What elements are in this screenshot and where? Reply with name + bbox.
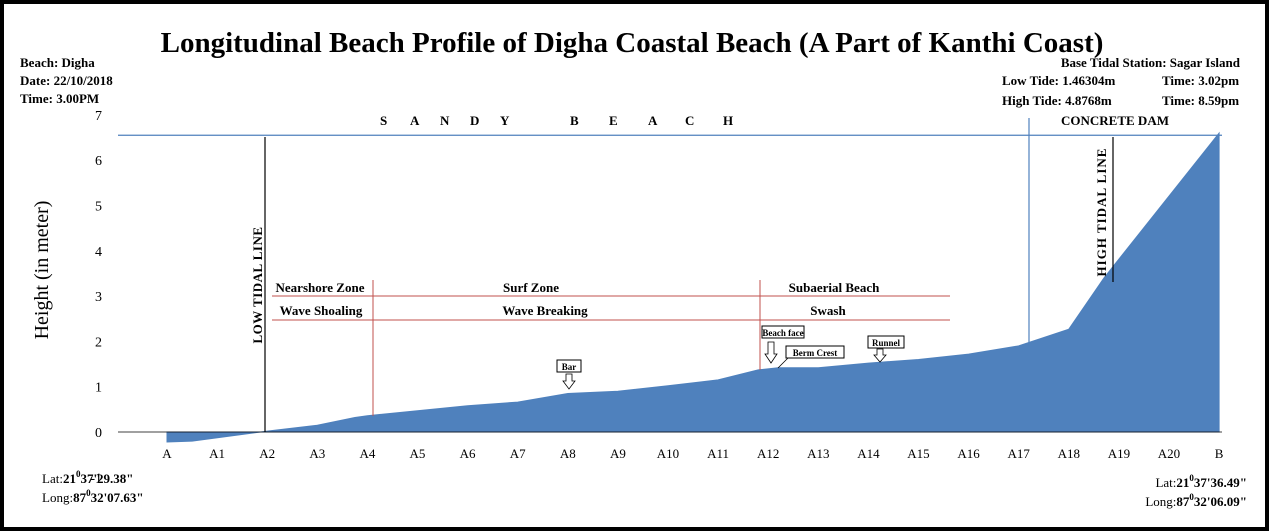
x-tick-label: A13 <box>807 446 829 461</box>
longitude-left: Long:87032'07.63" <box>42 488 144 505</box>
x-tick-label: A6 <box>460 446 476 461</box>
coordinates-left: Lat:21037'29.38" Long:87032'07.63" <box>42 469 144 505</box>
x-tick-label: A1 <box>209 446 225 461</box>
y-tick-label: -1 <box>90 471 102 486</box>
sandy-beach-letter: N <box>440 113 450 128</box>
y-axis-ticks: -1 0 1 2 3 4 5 6 7 <box>90 109 102 486</box>
x-tick-label: A15 <box>907 446 929 461</box>
bar-arrow-icon <box>562 373 576 390</box>
x-tick-label: A19 <box>1108 446 1130 461</box>
runnel-arrow-icon <box>873 348 887 363</box>
sandy-beach-letter: A <box>410 113 420 128</box>
x-tick-label: A16 <box>957 446 980 461</box>
profile-area <box>166 131 1220 443</box>
y-tick-label: 5 <box>95 200 102 215</box>
y-tick-label: 3 <box>95 290 102 305</box>
x-tick-label: A5 <box>410 446 426 461</box>
x-tick-label: A11 <box>707 446 729 461</box>
bar-label-box <box>556 359 582 373</box>
subaerial-beach-label: Subaerial Beach <box>789 280 880 295</box>
x-tick-label: A <box>162 446 172 461</box>
berm-crest-label: Berm Crest <box>793 348 838 358</box>
y-tick-label: 2 <box>95 335 102 350</box>
profile-area-layer <box>118 131 1222 443</box>
x-tick-label: A7 <box>510 446 526 461</box>
beach-face-callout: Beach face <box>761 325 805 364</box>
longitude-right: Long:87032'06.09" <box>1145 492 1247 509</box>
beach-face-label-box <box>761 325 805 339</box>
concrete-dam-label: CONCRETE DAM <box>1061 113 1169 128</box>
y-axis-label: Height (in meter) <box>31 201 53 340</box>
high-tidal-line-label: HIGH TIDAL LINE <box>1094 148 1109 277</box>
tidal-station: Base Tidal Station: Sagar Island <box>1061 55 1241 70</box>
x-tick-label: A17 <box>1008 446 1031 461</box>
x-tick-label: A3 <box>309 446 325 461</box>
swash-label: Swash <box>810 303 846 318</box>
sandy-beach-letter: E <box>609 113 618 128</box>
coordinates-right: Lat:21037'36.49" Long:87032'06.09" <box>1145 473 1247 509</box>
survey-date: Date: 22/10/2018 <box>20 73 113 88</box>
y-tick-label: 1 <box>95 381 102 396</box>
latitude-left: Lat:21037'29.38" <box>42 469 134 486</box>
sandy-beach-letter: D <box>470 113 479 128</box>
surf-zone-label: Surf Zone <box>503 280 559 295</box>
low-tide-time: Time: 3.02pm <box>1162 73 1239 88</box>
chart-title: Longitudinal Beach Profile of Digha Coas… <box>161 27 1104 59</box>
x-tick-label: A4 <box>359 446 375 461</box>
high-tide-time: Time: 8.59pm <box>1162 93 1239 108</box>
low-tide: Low Tide: 1.46304m <box>1002 73 1115 88</box>
sandy-beach-letter: A <box>648 113 658 128</box>
latitude-right: Lat:21037'36.49" <box>1155 473 1247 490</box>
x-tick-label: A2 <box>259 446 275 461</box>
sandy-beach-letter: Y <box>500 113 510 128</box>
sandy-beach-letter: H <box>723 113 733 128</box>
berm-crest-pointer <box>777 357 789 369</box>
low-tidal-line-label: LOW TIDAL LINE <box>250 226 265 343</box>
x-axis-ticks: A A1 A2 A3 A4 A5 A6 A7 A8 A9 A10 A11 A12 A13 A14 A15 A16… <box>162 446 1223 461</box>
sandy-beach-letter: B <box>570 113 579 128</box>
wave-breaking-label: Wave Breaking <box>502 303 588 318</box>
berm-crest-label-box <box>785 345 845 359</box>
x-tick-label: A18 <box>1058 446 1080 461</box>
beach-face-arrow-icon <box>764 341 778 364</box>
nearshore-zone-label: Nearshore Zone <box>276 280 365 295</box>
x-tick-label: A10 <box>657 446 679 461</box>
sandy-beach-letter: S <box>380 113 387 128</box>
bar-label: Bar <box>562 362 577 372</box>
runnel-label: Runnel <box>872 338 901 348</box>
runnel-label-box <box>867 335 905 349</box>
y-tick-label: 7 <box>95 109 102 124</box>
y-tick-label: 0 <box>95 426 102 441</box>
y-tick-label: 6 <box>95 154 102 169</box>
zone-guides <box>272 280 950 416</box>
sandy-beach-letter: C <box>685 113 694 128</box>
x-tick-label: B <box>1215 446 1224 461</box>
x-tick-label: A14 <box>857 446 880 461</box>
wave-shoaling-label: Wave Shoaling <box>280 303 363 318</box>
berm-crest-callout: Berm Crest <box>777 345 845 369</box>
x-tick-label: A12 <box>757 446 779 461</box>
runnel-callout: Runnel <box>867 335 905 363</box>
high-tide: High Tide: 4.8768m <box>1002 93 1112 108</box>
beach-name: Beach: Digha <box>20 55 95 70</box>
survey-time: Time: 3.00PM <box>20 91 99 106</box>
x-tick-label: A8 <box>560 446 576 461</box>
y-tick-label: 4 <box>95 245 102 260</box>
x-tick-label: A9 <box>610 446 626 461</box>
beach-face-label: Beach face <box>762 328 803 338</box>
sandy-beach-label: S A N D Y B E A C H <box>380 113 733 128</box>
x-tick-label: A20 <box>1158 446 1180 461</box>
bar-callout: Bar <box>556 359 582 390</box>
